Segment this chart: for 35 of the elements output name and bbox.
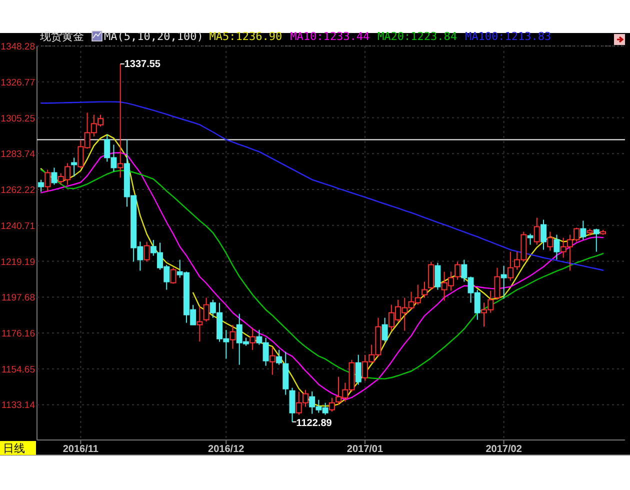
candlestick	[117, 63, 124, 178]
y-tick-label: 1348.28	[0, 42, 35, 52]
text: MA20:1223.84	[378, 30, 458, 43]
line-series	[40, 101, 604, 271]
text: MA10:1233.44	[290, 30, 370, 43]
x-tick-label: 2016/12	[208, 444, 245, 455]
candlestick	[554, 234, 560, 260]
y-tick-label: 1240.71	[0, 220, 35, 232]
annotation: 1122.89	[296, 418, 332, 429]
candlestick	[269, 346, 276, 376]
y-tick-label: 1176.16	[1, 328, 35, 340]
candlestick	[230, 324, 236, 350]
y-tick-label: 1197.68	[1, 292, 35, 304]
candlestick	[250, 327, 256, 350]
chart-title: 现货黄金	[40, 30, 84, 43]
text: MA5:1236.90	[209, 30, 282, 43]
text: 日线	[3, 442, 25, 455]
y-tick-label: 1283.74	[0, 149, 35, 160]
candlestick	[196, 306, 203, 342]
chart-subtitle: MA(5,10,20,100)	[104, 30, 204, 43]
text: MA100:1213.83	[465, 30, 552, 43]
candlestick	[540, 219, 546, 250]
candlestick	[71, 157, 78, 178]
y-tick-label: 1262.22	[0, 185, 35, 196]
x-tick-label: 2017/01	[346, 444, 384, 455]
y-tick-label: 1219.19	[0, 256, 35, 268]
x-tick-label: 2017/02	[486, 444, 522, 455]
candlestick	[500, 265, 507, 300]
candlestick	[282, 351, 289, 396]
y-tick-label: 1154.65	[1, 364, 35, 376]
y-tick-label: 1133.14	[1, 400, 35, 412]
y-tick-label: 1305.25	[0, 113, 35, 124]
y-tick-label: 1326.77	[0, 77, 35, 88]
x-tick-label: 2016/11	[62, 444, 99, 455]
annotation: 1337.55	[124, 58, 161, 70]
